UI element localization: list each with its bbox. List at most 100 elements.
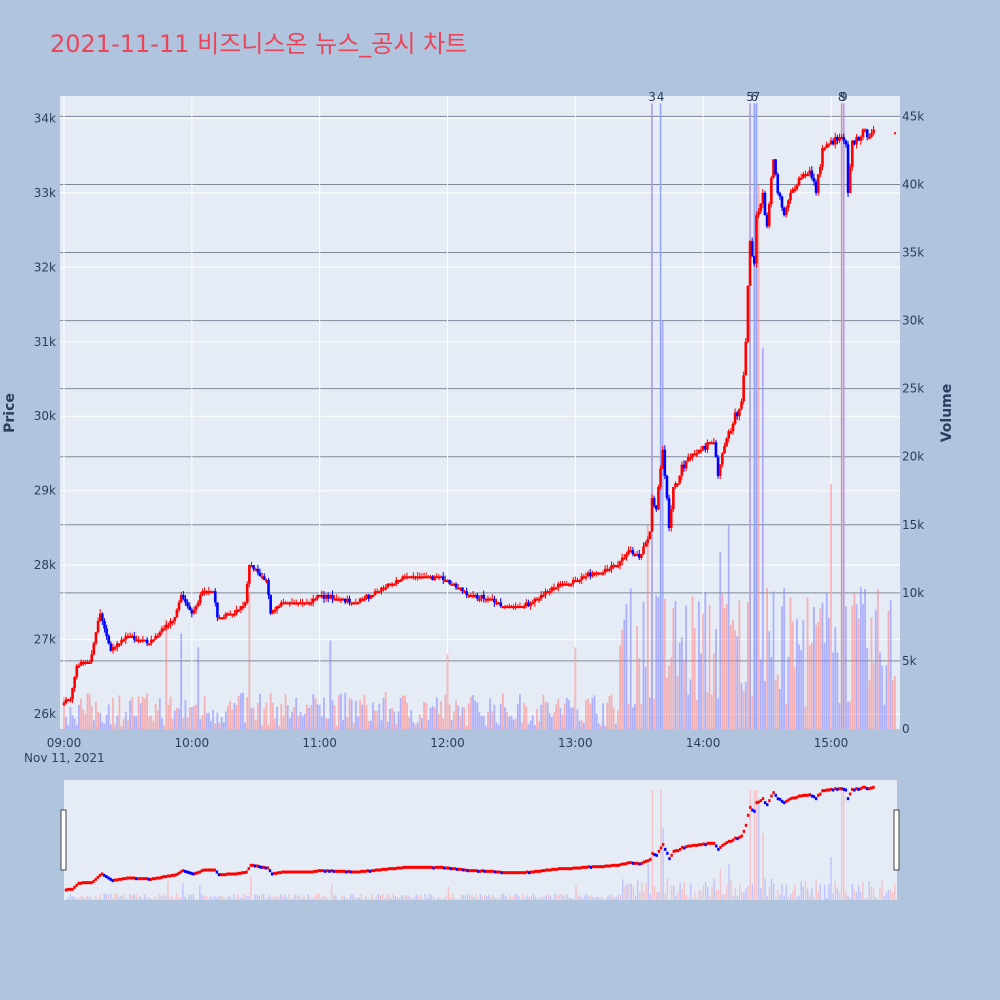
slider-volume-bar [777, 889, 779, 900]
slider-candle [292, 870, 295, 874]
volume-bar [783, 587, 786, 729]
slider-volume-bar [598, 897, 601, 900]
slider-candle [81, 881, 85, 885]
volume-bar [565, 697, 568, 729]
candle-body [120, 639, 123, 644]
slider-volume-bar [768, 886, 771, 900]
slider-volume-bar [271, 898, 273, 900]
candle-body [437, 576, 441, 579]
candle-body [316, 594, 319, 599]
slider-candle [657, 849, 661, 853]
volume-bar [335, 725, 338, 729]
slider-volume-bar [547, 894, 550, 900]
slider-candle [79, 881, 83, 885]
slider-candle [451, 867, 454, 871]
candle-body [544, 591, 547, 595]
slider-volume-bar [418, 896, 420, 900]
x-tick-label: 10:00 [175, 736, 210, 750]
slider-candle [232, 872, 236, 876]
slider-candle [415, 865, 418, 869]
slider-volume-bar [483, 894, 486, 900]
candle-body [297, 602, 300, 605]
volume-bar [578, 720, 581, 729]
volume-bar [640, 704, 643, 729]
slider-candle [262, 865, 265, 869]
slider-candle [761, 797, 765, 801]
volume-bar [736, 636, 739, 729]
candle-body [196, 602, 200, 607]
candle-body [686, 457, 690, 461]
volume-bar [559, 707, 562, 729]
slider-volume-bar [458, 899, 460, 900]
slider-volume-bar [845, 891, 847, 900]
axes: 26k27k28k29k30k31k32k33k34k05k10k15k20k2… [34, 109, 924, 750]
volume-bar [542, 695, 545, 729]
slider-volume-bar [284, 894, 286, 900]
candle-body [133, 635, 136, 640]
slider-candle [145, 877, 148, 881]
slider-volume-bar [386, 893, 388, 900]
slider-volume-bar [626, 884, 628, 900]
slider-volume-bar [600, 896, 603, 900]
slider-volume-bar [509, 895, 511, 900]
volume-bar [435, 697, 438, 729]
slider-volume-bar [755, 790, 758, 900]
volume-bar [597, 723, 600, 729]
candle-body [233, 613, 236, 616]
volume-bar [548, 713, 551, 729]
slider-volume-bar [405, 895, 407, 900]
range-slider-left-handle[interactable] [60, 809, 67, 871]
annotation-label: 7 [753, 90, 761, 104]
slider-candle [810, 794, 814, 798]
slider-volume-bar [381, 894, 384, 900]
candle-body [814, 181, 818, 193]
volume-bar [740, 683, 743, 729]
slider-candle [183, 869, 187, 873]
volume-bar [516, 703, 519, 729]
volume-bar [259, 693, 261, 729]
slider-volume-bar [475, 894, 477, 900]
slider-volume-bar [613, 897, 615, 900]
slider-candle [661, 843, 665, 847]
candle-body [729, 431, 733, 434]
slider-volume-bar [517, 896, 520, 900]
y2-tick-label: 25k [902, 382, 924, 396]
range-slider-right-handle[interactable] [893, 809, 900, 871]
candle-body [209, 591, 213, 594]
candle-body [825, 144, 829, 149]
slider-candle [549, 868, 552, 872]
candle-body [371, 594, 375, 597]
slider-volume-bar [643, 891, 645, 900]
slider-volume-bar [160, 896, 163, 900]
slider-volume-bar [794, 883, 796, 900]
volume-bar [178, 708, 180, 729]
volume-bar [386, 721, 389, 729]
candle-body [495, 602, 498, 605]
volume-bar [712, 653, 715, 729]
volume-bar [73, 718, 76, 729]
volume-bar [414, 724, 417, 729]
slider-candle [502, 871, 505, 875]
volume-bar [455, 700, 457, 729]
volume-bar [674, 601, 677, 729]
slider-volume-bar [152, 898, 154, 900]
slider-candle [209, 868, 212, 872]
volume-bar [772, 591, 775, 729]
volume-bar [444, 694, 447, 729]
candle-body [158, 632, 162, 636]
volume-bar [229, 700, 232, 729]
slider-candle [812, 795, 816, 799]
slider-volume-bar [747, 886, 749, 900]
slider-volume-bar [392, 893, 394, 900]
candle-body [424, 576, 428, 579]
slider-candle [708, 841, 712, 845]
y-tick-label: 26k [34, 707, 56, 721]
volume-bar [529, 720, 532, 729]
slider-volume-bar [545, 895, 547, 900]
slider-volume-bar [313, 896, 316, 900]
slider-volume-bar [116, 893, 118, 900]
slider-volume-bar [541, 896, 543, 900]
candle-body [435, 576, 439, 579]
slider-volume-bar [721, 894, 724, 900]
